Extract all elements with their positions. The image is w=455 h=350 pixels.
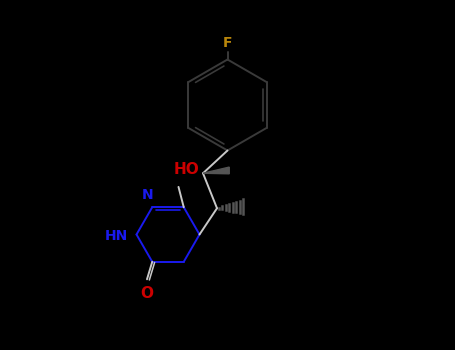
Text: F: F <box>223 36 232 50</box>
Text: HO: HO <box>173 162 199 177</box>
Text: N: N <box>142 188 154 202</box>
Text: O: O <box>140 286 153 301</box>
Polygon shape <box>203 167 229 174</box>
Text: HN: HN <box>105 229 128 243</box>
